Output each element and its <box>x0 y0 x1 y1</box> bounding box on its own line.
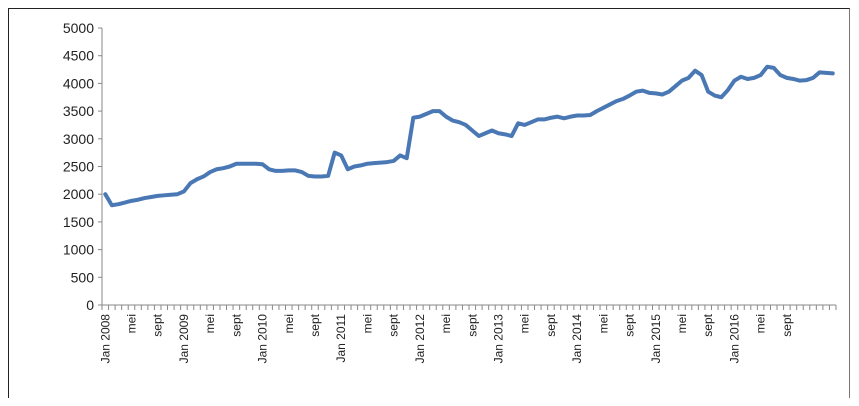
x-tick-label: mei <box>360 314 374 333</box>
x-tick-label: mei <box>203 314 217 333</box>
y-tick-label: 3500 <box>63 103 94 119</box>
series-line <box>103 64 835 208</box>
x-tick-label: sept <box>623 313 637 336</box>
x-tick-label: Jan 2011 <box>334 314 348 363</box>
x-tick-label: mei <box>124 314 138 333</box>
x-tick-label: Jan 2014 <box>570 314 584 364</box>
x-tick-label: Jan 2015 <box>649 314 663 364</box>
x-tick-label: sept <box>780 313 794 336</box>
x-tick-label: mei <box>518 314 532 333</box>
x-tick-label: sept <box>544 313 558 336</box>
x-tick-label: Jan 2016 <box>727 314 741 364</box>
x-tick-label: sept <box>151 313 165 336</box>
x-tick-label: mei <box>596 314 610 333</box>
x-tick-label: mei <box>675 314 689 333</box>
y-tick-label: 2500 <box>63 159 94 175</box>
x-tick-label: sept <box>701 313 715 336</box>
y-tick-label: 500 <box>71 269 95 285</box>
y-tick-label: 1500 <box>63 214 94 230</box>
x-tick-label: Jan 2012 <box>413 314 427 364</box>
y-tick-label: 3000 <box>63 131 94 147</box>
x-tick-label: sept <box>465 313 479 336</box>
y-tick-label: 1000 <box>63 242 94 258</box>
x-tick-label: mei <box>282 314 296 333</box>
x-tick-label: Jan 2010 <box>256 314 270 364</box>
y-tick-label: 4500 <box>63 48 94 64</box>
y-tick-label: 2000 <box>63 186 94 202</box>
x-tick-label: Jan 2008 <box>98 314 112 364</box>
chart-frame <box>8 8 850 398</box>
x-tick-label: sept <box>308 313 322 336</box>
y-tick-label: 5000 <box>63 20 94 36</box>
x-tick-label: mei <box>754 314 768 333</box>
y-tick-label: 4000 <box>63 75 94 91</box>
x-tick-label: Jan 2009 <box>177 314 191 364</box>
x-tick-label: sept <box>229 313 243 336</box>
x-tick-label: sept <box>387 313 401 336</box>
y-tick-label: 0 <box>86 297 94 313</box>
x-tick-label: Jan 2013 <box>491 314 505 364</box>
x-tick-label: mei <box>439 314 453 333</box>
